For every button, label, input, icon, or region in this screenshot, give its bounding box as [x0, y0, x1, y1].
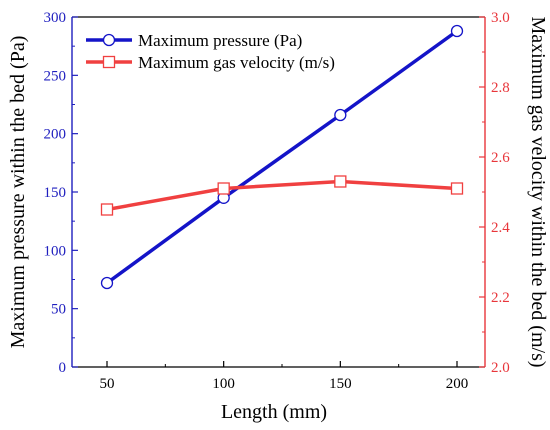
legend: Maximum pressure (Pa) Maximum gas velocit…: [86, 31, 335, 72]
y-right-tick-label: 2.2: [491, 290, 510, 306]
series-line: [105, 29, 459, 285]
data-point-marker: [450, 182, 464, 195]
y-right-tick-label: 2.6: [491, 150, 510, 166]
y-right-axis-label: Maximum gas velocity within the bed (m/s…: [527, 16, 549, 367]
data-point-marker: [217, 182, 230, 195]
y-right-tick-label: 3.0: [491, 10, 510, 26]
x-tick-label: 50: [100, 376, 115, 392]
x-tick-label: 100: [212, 376, 235, 392]
legend-marker: [102, 55, 116, 69]
y-right-tick-label: 2.4: [491, 220, 510, 236]
y-left-tick-label: 300: [44, 10, 67, 26]
y-left-tick-label: 200: [44, 127, 67, 143]
legend-marker: [102, 33, 116, 47]
axes-layer: 50 100 150 200 0 50 100 150 200 250 300 2.0 2.2 2.4 2.…: [44, 10, 511, 392]
data-point-marker: [450, 24, 464, 38]
series-layer: [100, 24, 464, 290]
y-left-tick-label: 50: [51, 302, 66, 318]
data-point-marker: [100, 276, 114, 290]
y-right-tick-label: 2.8: [491, 80, 510, 96]
y-left-tick-label: 250: [44, 68, 67, 84]
legend-label: Maximum pressure (Pa): [138, 31, 302, 50]
y-left-tick-label: 100: [44, 243, 67, 259]
y-right-tick-label: 2.0: [491, 360, 510, 376]
y-left-tick-label: 0: [59, 360, 67, 376]
y-left-axis-label: Maximum pressure within the bed (Pa): [7, 36, 29, 349]
legend-label: Maximum gas velocity (m/s): [138, 53, 335, 72]
x-tick-label: 200: [446, 376, 469, 392]
x-tick-label: 150: [329, 376, 352, 392]
data-point-marker: [334, 108, 347, 122]
series-line: [106, 179, 458, 212]
data-point-marker: [334, 175, 347, 188]
x-axis-label: Length (mm): [221, 401, 327, 423]
data-point-marker: [100, 203, 114, 216]
y-left-tick-label: 150: [44, 185, 67, 201]
